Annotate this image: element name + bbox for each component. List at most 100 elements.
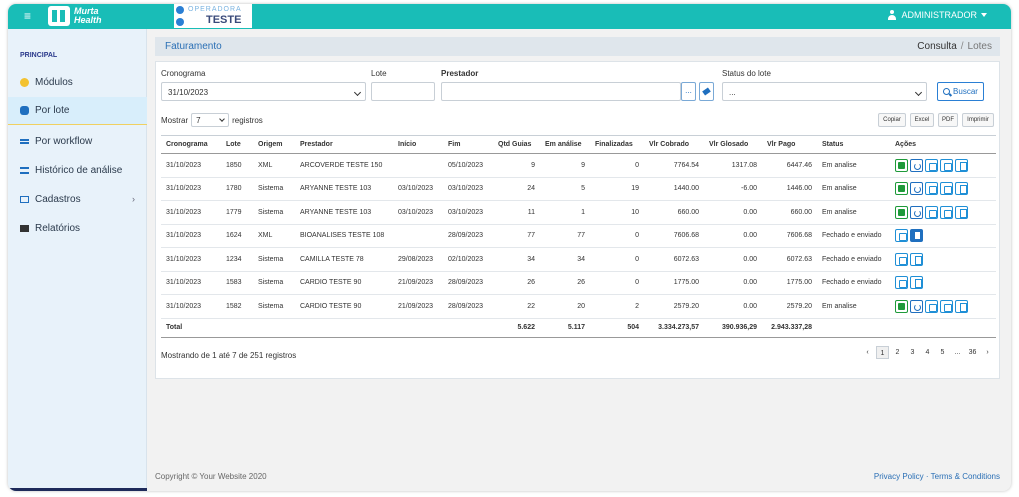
document-icon[interactable] <box>910 276 923 290</box>
sidebar-item-por-lote[interactable]: Por lote <box>8 97 147 125</box>
brand-logo[interactable]: Murta Health <box>48 5 102 27</box>
edit-icon[interactable] <box>940 182 953 196</box>
edit-icon[interactable] <box>895 276 908 290</box>
col-fim[interactable]: Fim <box>443 135 493 154</box>
cell-glosado: -6.00 <box>704 177 762 201</box>
cell-lote: 1582 <box>221 294 253 319</box>
page-button[interactable]: 4 <box>925 349 930 356</box>
cronograma-select[interactable]: 31/10/2023 <box>161 82 366 101</box>
cell-cobrado: 1440.00 <box>644 177 704 201</box>
col-lote[interactable]: Lote <box>221 135 253 154</box>
approve-icon[interactable] <box>895 299 908 313</box>
cell-fim: 28/09/2023 <box>443 271 493 295</box>
approve-icon[interactable] <box>895 182 908 196</box>
print-button[interactable]: Imprimir <box>962 113 994 127</box>
total-label: Total <box>161 317 221 338</box>
cell-pago: 7606.68 <box>762 224 817 248</box>
sidebar-item-historico[interactable]: Histórico de análise <box>8 156 147 184</box>
user-menu[interactable]: ADMINISTRADOR <box>887 10 987 20</box>
document-icon[interactable] <box>910 229 923 243</box>
edit-icon[interactable] <box>925 182 938 196</box>
col-finalizadas[interactable]: Finalizadas <box>590 135 644 154</box>
sidebar-item-relatorios[interactable]: Relatórios <box>8 214 147 242</box>
footer-links[interactable]: Privacy Policy · Terms & Conditions <box>873 472 1000 481</box>
pdf-button[interactable]: PDF <box>938 113 958 127</box>
cell-inicio <box>393 224 443 248</box>
eraser-button[interactable] <box>699 82 714 101</box>
cell-analise: 9 <box>540 153 590 178</box>
document-icon[interactable] <box>955 182 968 196</box>
cell-pago: 6072.63 <box>762 247 817 272</box>
edit-icon[interactable] <box>925 205 938 219</box>
document-icon[interactable] <box>955 205 968 219</box>
cell-status: Em analise <box>817 294 890 319</box>
chevron-down-icon <box>981 13 987 17</box>
status-select[interactable]: ... <box>722 82 927 101</box>
empty-cell <box>443 317 493 338</box>
page-button[interactable]: 3 <box>910 349 915 356</box>
col-em-analise[interactable]: Em análise <box>540 135 590 154</box>
approve-icon[interactable] <box>895 158 908 172</box>
cell-status: Em analise <box>817 153 890 178</box>
document-icon[interactable] <box>955 299 968 313</box>
prestador-input[interactable] <box>441 82 681 101</box>
page-button[interactable]: 2 <box>895 349 900 356</box>
breadcrumb-consulta[interactable]: Consulta <box>917 41 957 52</box>
page-button[interactable]: 5 <box>940 349 945 356</box>
cell-analise: 26 <box>540 271 590 295</box>
edit-icon[interactable] <box>940 299 953 313</box>
brand-line1: Murta <box>74 6 99 16</box>
approve-icon[interactable] <box>895 205 908 219</box>
search-button[interactable]: Buscar <box>937 82 984 101</box>
table-row: 31/10/2023 1780 Sistema ARYANNE TESTE 103 03… <box>161 177 996 201</box>
document-icon[interactable] <box>955 158 968 172</box>
refresh-icon[interactable] <box>910 158 923 172</box>
cell-pago: 2579.20 <box>762 294 817 319</box>
document-icon[interactable] <box>910 252 923 266</box>
edit-icon[interactable] <box>925 299 938 313</box>
prev-page-button[interactable]: ‹ <box>866 349 869 356</box>
col-qtd-guias[interactable]: Qtd Guias <box>493 135 540 154</box>
sidebar-item-por-workflow[interactable]: Por workflow <box>8 127 147 155</box>
col-status[interactable]: Status <box>817 135 890 154</box>
refresh-icon[interactable] <box>910 299 923 313</box>
cell-qtd: 11 <box>493 200 540 225</box>
cell-finalizadas: 0 <box>590 224 644 248</box>
copy-button[interactable]: Copiar <box>878 113 906 127</box>
prestador-lookup-button[interactable]: ... <box>681 82 696 101</box>
page-length-select[interactable]: 7 <box>191 113 230 127</box>
lote-input[interactable] <box>371 82 435 101</box>
excel-button[interactable]: Excel <box>910 113 934 127</box>
edit-icon[interactable] <box>940 205 953 219</box>
page-button[interactable]: ... <box>954 349 961 356</box>
cell-status: Fechado e enviado <box>817 247 890 272</box>
cell-qtd: 26 <box>493 271 540 295</box>
refresh-icon[interactable] <box>910 205 923 219</box>
row-actions <box>895 299 991 313</box>
total-glosado: 390.936,29 <box>704 317 762 338</box>
col-prestador[interactable]: Prestador <box>295 135 393 154</box>
sidebar-heading: PRINCIPAL <box>20 52 58 59</box>
next-page-button[interactable]: › <box>986 349 989 356</box>
total-pago: 2.943.337,28 <box>762 317 817 338</box>
breadcrumb-separator: / <box>960 41 964 52</box>
col-vlr-glosado[interactable]: Vlr Glosado <box>704 135 762 154</box>
sidebar-item-modulos[interactable]: Módulos <box>8 68 147 96</box>
col-vlr-cobrado[interactable]: Vlr Cobrado <box>644 135 704 154</box>
col-vlr-pago[interactable]: Vlr Pago <box>762 135 817 154</box>
refresh-icon[interactable] <box>910 182 923 196</box>
search-button-label: Buscar <box>953 87 978 96</box>
menu-toggle-icon[interactable]: ≡ <box>24 9 32 23</box>
edit-icon[interactable] <box>895 229 908 243</box>
page-button[interactable]: 1 <box>876 346 889 359</box>
edit-icon[interactable] <box>925 158 938 172</box>
col-cronograma[interactable]: Cronograma <box>161 135 221 154</box>
edit-icon[interactable] <box>940 158 953 172</box>
col-origem[interactable]: Origem <box>253 135 295 154</box>
col-inicio[interactable]: Início <box>393 135 443 154</box>
empty-cell <box>817 317 890 338</box>
page-button[interactable]: 36 <box>968 349 977 356</box>
edit-icon[interactable] <box>895 252 908 266</box>
sidebar-item-cadastros[interactable]: Cadastros › <box>8 185 147 213</box>
eraser-icon <box>702 87 711 96</box>
